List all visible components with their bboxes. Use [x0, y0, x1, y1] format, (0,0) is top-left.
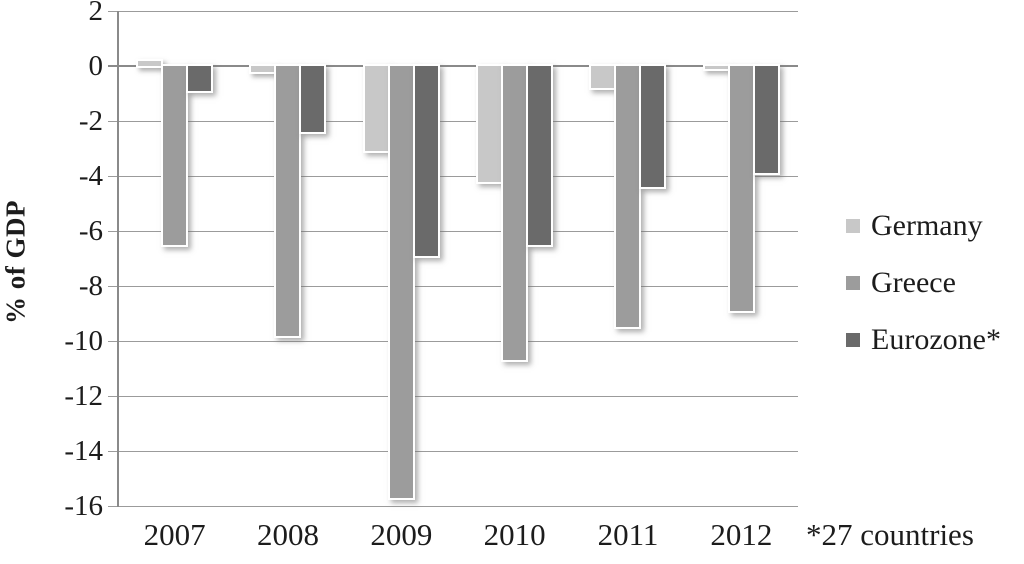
y-tick-mark [108, 506, 118, 507]
y-tick-mark [108, 121, 118, 122]
y-tick-mark [108, 451, 118, 452]
gridline [118, 396, 798, 397]
legend-label: Greece [871, 266, 956, 299]
gridline [118, 451, 798, 452]
y-axis-line [117, 11, 119, 507]
y-tick-label: -2 [78, 105, 103, 137]
y-tick-mark [108, 11, 118, 12]
bar-germany-2011 [589, 64, 617, 90]
gridline [118, 231, 798, 232]
y-tick-label: -6 [78, 215, 103, 247]
zero-gridline [118, 65, 798, 67]
bar-germany-2009 [362, 64, 390, 154]
y-tick-mark [108, 396, 118, 397]
legend-label: Germany [871, 209, 983, 242]
gridline [118, 286, 798, 287]
legend-swatch-icon [846, 276, 860, 290]
legend-item-eurozone: Eurozone* [846, 323, 1001, 356]
gridline [118, 506, 798, 507]
bar-germany-2007 [136, 58, 163, 68]
bar-greece-2010 [501, 64, 528, 363]
bar-greece-2008 [274, 64, 302, 338]
y-tick-mark [108, 65, 118, 67]
x-tick-label-2012: 2012 [710, 517, 773, 552]
bar-eurozone-2008 [299, 64, 327, 134]
bar-greece-2011 [614, 64, 642, 330]
gridline [118, 341, 798, 342]
y-tick-label: -12 [64, 380, 103, 412]
y-tick-label: 2 [88, 0, 104, 27]
x-tick-label-2008: 2008 [257, 517, 319, 552]
bar-eurozone-2012 [752, 64, 780, 176]
y-tick-label: -8 [78, 270, 103, 302]
y-tick-label: -10 [64, 325, 103, 357]
gridline [118, 176, 798, 177]
bar-eurozone-2010 [526, 64, 553, 247]
x-tick-label-2007: 2007 [143, 517, 206, 552]
y-tick-label: -16 [64, 490, 103, 522]
footnote: *27 countries [806, 517, 974, 552]
bar-greece-2012 [727, 64, 755, 313]
legend-label: Eurozone* [871, 323, 1001, 356]
bar-germany-2008 [249, 64, 277, 74]
x-tick-label-2010: 2010 [483, 517, 546, 552]
legend-item-germany: Germany [846, 209, 983, 242]
y-tick-label: -4 [78, 160, 103, 192]
bar-eurozone-2011 [639, 64, 667, 189]
legend-swatch-icon [846, 333, 860, 347]
x-tick-label-2011: 2011 [597, 517, 659, 552]
bar-eurozone-2009 [412, 64, 440, 258]
y-tick-mark [108, 341, 118, 342]
y-tick-label: 0 [88, 50, 104, 82]
y-tick-label: -14 [64, 435, 103, 467]
y-tick-mark [108, 286, 118, 287]
bar-eurozone-2007 [186, 64, 213, 93]
gridline [118, 121, 798, 122]
bar-greece-2007 [161, 64, 188, 247]
bar-germany-2010 [476, 64, 503, 184]
bar-germany-2012 [702, 64, 730, 71]
gridline [118, 11, 798, 12]
legend-item-greece: Greece [846, 266, 956, 299]
y-tick-mark [108, 176, 118, 177]
y-tick-mark [108, 231, 118, 232]
bar-greece-2009 [387, 64, 415, 500]
legend-swatch-icon [846, 219, 860, 233]
x-tick-label-2009: 2009 [370, 517, 433, 552]
